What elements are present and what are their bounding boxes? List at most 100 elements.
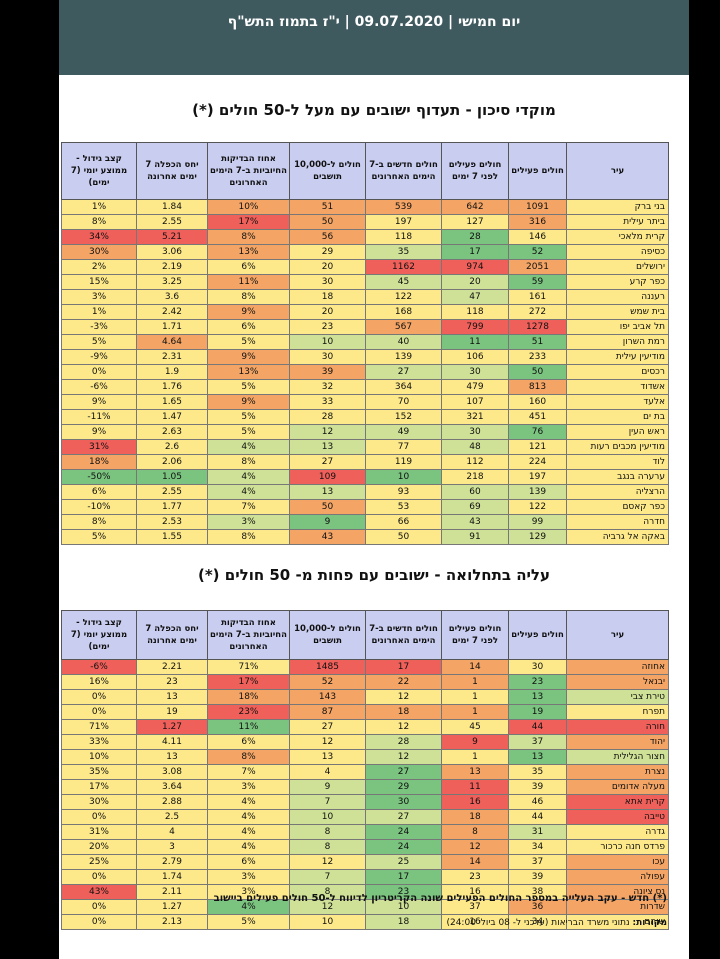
table-row: מודיעין מכבים רעות 121 48 77 13 4% 2.6 31% [61,439,669,455]
value-cell: 1485 [289,659,366,675]
value-cell: 19 [508,704,567,720]
source-label: מקורות: [632,918,667,928]
value-cell: 1162 [365,259,442,275]
table-row: ביתר עילית 316 127 197 50 17% 2.55 8% [61,214,669,230]
value-cell: 9% [61,394,137,410]
value-cell: 31% [61,439,137,455]
city-cell: עפולה [566,869,669,885]
column-header: חולים פעילים לפני 7 ימים [441,610,509,660]
value-cell: 4% [207,439,290,455]
city-cell: תל אביב יפו [566,319,669,335]
table-row: מודיעין עילית 233 106 139 30 9% 2.31 -9% [61,349,669,365]
value-cell: 139 [365,349,442,365]
table-row: אשדוד 813 479 364 32 5% 1.76 -6% [61,379,669,395]
value-cell: 1278 [508,319,567,335]
value-cell: 9% [61,424,137,440]
value-cell: 37 [508,734,567,750]
value-cell: 13 [508,689,567,705]
value-cell: 12 [365,719,442,735]
value-cell: 129 [508,529,567,545]
value-cell: 8 [289,824,366,840]
value-cell: 20% [61,839,137,855]
column-header: חולים פעילים [508,610,567,660]
value-cell: 35 [365,244,442,260]
column-header: אחוז הבדיקות החיוביות ב-7 הימים האחרונים [207,610,290,660]
column-header: יחס הכפלה 7 ימים אחרונה [136,610,208,660]
value-cell: 10 [289,334,366,350]
value-cell: 3.25 [136,274,208,290]
value-cell: 34% [61,229,137,245]
value-cell: 33 [289,394,366,410]
city-cell: יהוד [566,734,669,750]
city-cell: מודיעין מכבים רעות [566,439,669,455]
value-cell: 23 [136,674,208,690]
value-cell: 31% [61,824,137,840]
value-cell: 5% [61,334,137,350]
table-row: תפרח 19 1 18 87 23% 19 0% [61,704,669,720]
table-row: ערערה בנגב 197 218 10 109 4% 1.05 -50% [61,469,669,485]
value-cell: 1.27 [136,899,208,915]
value-cell: 4 [136,824,208,840]
table-row: עפולה 39 23 17 7 3% 1.74 0% [61,869,669,885]
value-cell: 8 [289,839,366,855]
value-cell: 13% [207,364,290,380]
table-header-row: עיר חולים פעילים חולים פעילים לפני 7 ימים ח… [61,142,669,200]
table-row: עכו 37 14 25 12 6% 2.79 25% [61,854,669,870]
value-cell: 53 [365,499,442,515]
value-cell: 1.84 [136,199,208,215]
value-cell: 6% [61,484,137,500]
city-cell: בית שמש [566,304,669,320]
value-cell: 10 [289,809,366,825]
value-cell: 2.55 [136,214,208,230]
value-cell: 18% [207,689,290,705]
value-cell: 1.65 [136,394,208,410]
column-header: קצב גידול - ממוצע יומי (7 ימים) [61,142,137,200]
value-cell: 0% [61,869,137,885]
value-cell: 13 [136,689,208,705]
table-row: אחוזה 30 14 17 1485 71% 2.21 -6% [61,659,669,675]
table-header-row: עיר חולים פעילים חולים פעילים לפני 7 ימים ח… [61,610,669,660]
value-cell: 8% [61,514,137,530]
value-cell: 23 [289,319,366,335]
value-cell: 197 [365,214,442,230]
city-cell: גדרה [566,824,669,840]
value-cell: 5% [207,334,290,350]
city-cell: אחוזה [566,659,669,675]
table-row: הרצליה 139 60 93 13 4% 2.55 6% [61,484,669,500]
value-cell: 2.42 [136,304,208,320]
value-cell: 2.19 [136,259,208,275]
value-cell: 122 [365,289,442,305]
value-cell: 93 [365,484,442,500]
value-cell: 99 [508,514,567,530]
value-cell: 39 [508,869,567,885]
column-header: חולים ל-10,000 תושבים [289,610,366,660]
table-row: חצור הגלילית 13 1 12 13 8% 13 10% [61,749,669,765]
value-cell: 4% [207,839,290,855]
value-cell: 813 [508,379,567,395]
value-cell: 17 [441,244,509,260]
city-cell: מעלה אדומים [566,779,669,795]
footnote: (*) חדש - עקב העלייה במספר החולים הפעילי… [213,893,667,904]
value-cell: 39 [289,364,366,380]
value-cell: 17 [365,659,442,675]
table2-title: עליה בתחלואה - ישובים עם פחות מ- 50 חולי… [197,566,550,584]
value-cell: 161 [508,289,567,305]
value-cell: 4% [207,484,290,500]
value-cell: 9 [441,734,509,750]
table-row: קרית אתא 46 16 30 7 4% 2.88 30% [61,794,669,810]
value-cell: 12 [289,854,366,870]
table-row: קרית מלאכי 146 28 118 56 8% 5.21 34% [61,229,669,245]
value-cell: 567 [365,319,442,335]
value-cell: 4% [207,469,290,485]
table-row: טירת צבי 13 1 12 143 18% 13 0% [61,689,669,705]
table-row: כסיפה 52 17 35 29 13% 3.06 30% [61,244,669,260]
value-cell: -3% [61,319,137,335]
value-cell: 5% [207,409,290,425]
value-cell: 23 [508,674,567,690]
value-cell: 1.71 [136,319,208,335]
table-row: גדרה 31 8 24 8 4% 4 31% [61,824,669,840]
report-header: יום חמישי | 09.07.2020 | י"ז בתמוז התש"ף [59,0,689,75]
value-cell: 66 [365,514,442,530]
value-cell: 3% [207,514,290,530]
value-cell: 37 [508,854,567,870]
